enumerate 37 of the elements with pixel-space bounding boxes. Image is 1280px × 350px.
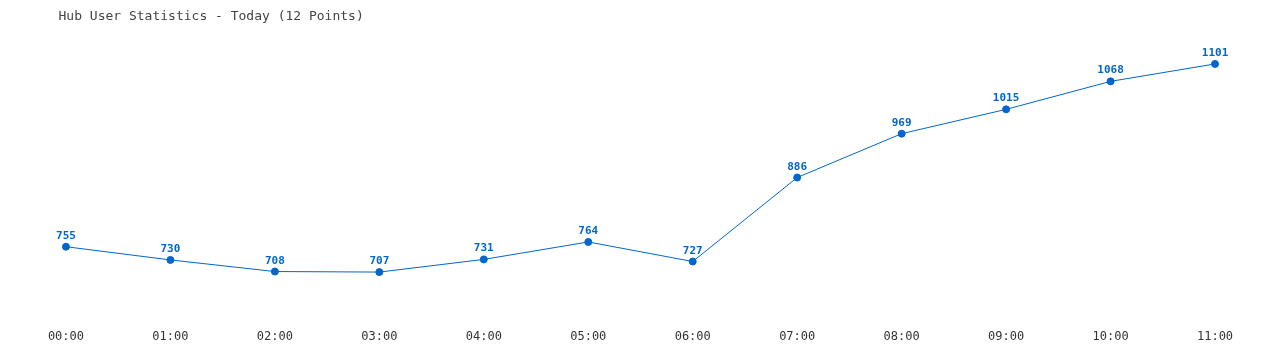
data-label: 755: [56, 228, 76, 242]
point: [1211, 59, 1220, 68]
x-tick-label: 07:00: [779, 328, 816, 343]
x-tick-label: 03:00: [361, 328, 398, 343]
data-label: 1068: [1097, 63, 1124, 77]
point: [897, 129, 906, 138]
x-tick-label: 11:00: [1196, 328, 1234, 343]
point: [166, 255, 175, 264]
data-label: 731: [473, 241, 495, 255]
point: [479, 255, 488, 264]
x-tick-label: 04:00: [465, 328, 502, 343]
chart-title: Hub User Statistics - Today (12 Points): [58, 7, 364, 23]
x-tick-label: 08:00: [883, 328, 920, 343]
point: [375, 268, 384, 277]
data-label: 1101: [1201, 45, 1229, 59]
data-label: 764: [578, 223, 599, 237]
x-tick-label: 09:00: [988, 328, 1025, 343]
x-tick-label: 02:00: [256, 328, 293, 343]
point: [1106, 77, 1115, 86]
point: [61, 242, 70, 251]
data-label: 727: [682, 243, 703, 257]
data-label: 730: [160, 241, 181, 255]
data-label: 707: [369, 254, 390, 268]
x-tick-label: 05:00: [570, 328, 607, 343]
x-tick-label: 10:00: [1092, 328, 1129, 343]
data-label: 1015: [992, 91, 1020, 105]
data-label: 708: [264, 253, 285, 267]
x-tick-label: 01:00: [152, 328, 189, 343]
point: [270, 267, 279, 276]
data-label: 886: [787, 159, 808, 173]
x-tick-label: 06:00: [674, 328, 711, 343]
point: [1002, 105, 1011, 114]
data-label: 969: [891, 115, 912, 129]
x-tick-label: 00:00: [47, 328, 85, 343]
point: [793, 173, 802, 182]
point: [688, 257, 697, 266]
point: [584, 237, 593, 246]
